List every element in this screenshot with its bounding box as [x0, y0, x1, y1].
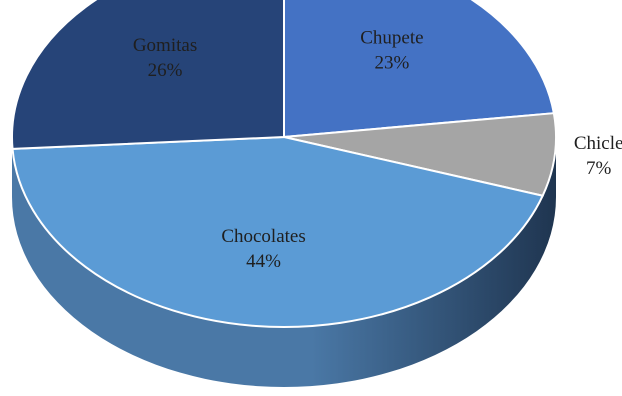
slice-label-chocolates: Chocolates	[221, 226, 305, 247]
pie-labels: Chupete 23% Chicle 7% Chocolates 44% Gomitas 26…	[133, 27, 622, 272]
slice-value-chicle: 7%	[586, 158, 612, 179]
pie-slice-gomitas	[11, 0, 285, 150]
slice-value-chocolates: 44%	[246, 251, 281, 272]
slice-label-chicle: Chicle	[574, 133, 622, 154]
slice-value-gomitas: 26%	[148, 60, 183, 81]
slice-value-chupete: 23%	[375, 52, 410, 73]
slice-label-chupete: Chupete	[360, 27, 423, 48]
pie-side-wall-shape	[12, 137, 556, 387]
pie-slices	[11, 0, 557, 328]
pie-slice-chupete	[283, 0, 555, 138]
pie-slice-chocolates	[11, 136, 544, 328]
pie-side-wall	[12, 137, 556, 387]
pie-slice-chicle	[283, 112, 557, 197]
slice-label-gomitas: Gomitas	[133, 35, 197, 56]
